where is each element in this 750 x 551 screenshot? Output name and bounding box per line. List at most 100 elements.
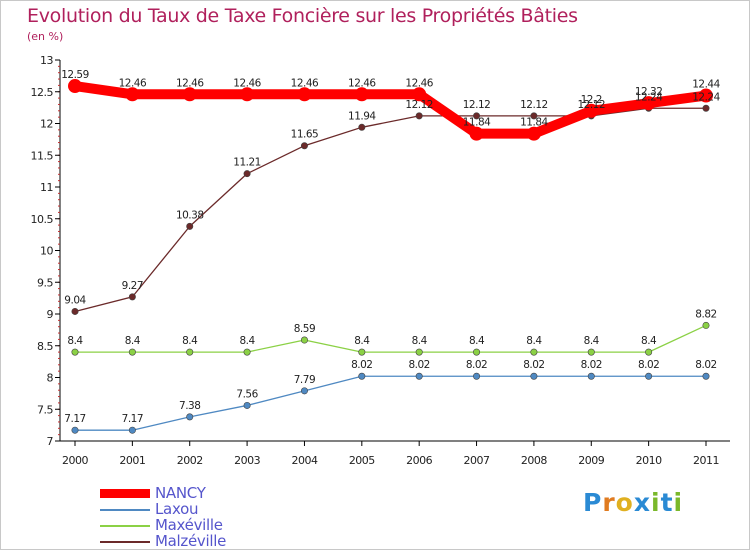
data-label: 8.02 <box>351 359 372 371</box>
series-line-maxéville <box>74 324 707 353</box>
legend-swatch-malzeville <box>100 541 150 543</box>
data-point <box>699 88 713 103</box>
data-point <box>702 372 710 380</box>
data-label: 12.32 <box>635 86 663 98</box>
data-point <box>358 372 366 380</box>
data-label: 12.46 <box>348 77 376 89</box>
data-label: 8.02 <box>466 359 487 371</box>
data-point <box>186 222 194 230</box>
legend-swatch-maxeville <box>100 525 150 527</box>
data-label: 8.4 <box>125 335 141 347</box>
data-label: 11.84 <box>520 117 548 129</box>
y-tick-label: 12.5 <box>31 86 54 99</box>
y-tick-label: 7.5 <box>37 403 53 416</box>
logo-letter: o <box>615 488 634 517</box>
data-point <box>300 387 308 395</box>
data-label: 8.02 <box>695 359 716 371</box>
data-label: 8.4 <box>182 335 198 347</box>
y-tick-label: 13 <box>40 54 53 67</box>
series-line-nancy <box>70 81 711 139</box>
y-tick-label: 10 <box>40 245 53 258</box>
y-tick-label: 7 <box>47 435 54 448</box>
data-label: 10.38 <box>176 209 204 221</box>
data-label: 12.24 <box>692 91 720 103</box>
data-label: 8.4 <box>67 335 83 347</box>
data-point <box>186 413 194 421</box>
data-point <box>641 96 656 111</box>
data-point <box>702 321 710 329</box>
logo-letter: x <box>633 488 651 517</box>
y-tick-label: 9 <box>47 308 54 321</box>
data-point <box>243 401 251 409</box>
data-point <box>584 103 599 118</box>
x-tick-label: 2009 <box>578 454 604 467</box>
data-point <box>587 372 595 380</box>
data-point <box>128 348 136 356</box>
data-point <box>300 142 308 150</box>
data-point <box>186 348 194 356</box>
data-label: 7.79 <box>294 374 315 386</box>
series-layer <box>68 79 713 434</box>
x-tick-label: 2001 <box>119 454 145 467</box>
x-tick-label: 2004 <box>291 454 317 467</box>
data-point <box>526 126 541 141</box>
data-point <box>128 293 136 301</box>
data-label: 7.56 <box>236 388 258 400</box>
x-tick-label: 2010 <box>636 454 662 467</box>
data-label: 11.21 <box>233 157 261 169</box>
data-point <box>702 104 710 112</box>
x-tick-label: 2003 <box>234 454 260 467</box>
data-label: 8.02 <box>638 359 659 371</box>
data-label: 8.4 <box>584 335 600 347</box>
data-point <box>645 372 653 380</box>
data-label: 12.12 <box>405 99 433 111</box>
data-label: 7.38 <box>179 400 200 412</box>
data-label: 11.94 <box>348 110 376 122</box>
data-point <box>243 170 251 178</box>
x-tick-label: 2000 <box>62 454 88 467</box>
data-labels: 12.59 12.46 12.46 12.46 12.46 12.46 12.46 11.84… <box>61 69 721 425</box>
data-label: 11.84 <box>463 117 491 129</box>
y-tick-label: 11 <box>40 181 53 194</box>
data-label: 8.4 <box>469 335 485 347</box>
x-tick-label: 2005 <box>349 454 375 467</box>
data-label: 8.4 <box>354 335 370 347</box>
data-label: 12.12 <box>520 99 548 111</box>
data-label: 12.44 <box>692 79 720 91</box>
data-label: 8.02 <box>523 359 544 371</box>
data-label: 12.12 <box>577 99 605 111</box>
y-tick-label: 9.5 <box>37 276 53 289</box>
data-label: 9.04 <box>64 294 86 306</box>
logo-letter: i <box>651 488 661 517</box>
y-tick-label: 11.5 <box>31 149 54 162</box>
data-point <box>587 348 595 356</box>
legend-label-maxeville: Maxéville <box>155 516 223 534</box>
data-point <box>354 87 369 102</box>
data-point <box>182 87 197 102</box>
unit-label: (en %) <box>27 30 64 43</box>
data-label: 8.02 <box>408 359 429 371</box>
data-label: 12.2 <box>581 94 602 106</box>
logo-letter: r <box>602 488 616 517</box>
data-point <box>71 348 79 356</box>
data-point <box>358 123 366 131</box>
legend-label-laxou: Laxou <box>155 500 199 518</box>
data-point <box>645 348 653 356</box>
chart-title: Evolution du Taux de Taxe Foncière sur l… <box>27 5 578 27</box>
data-label: 8.4 <box>526 335 542 347</box>
data-label: 8.4 <box>412 335 428 347</box>
x-tick-label: 2006 <box>406 454 432 467</box>
data-point <box>240 87 255 102</box>
data-label: 7.17 <box>64 413 85 425</box>
logo-letter: P <box>583 488 603 517</box>
data-point <box>473 372 481 380</box>
data-label: 12.46 <box>176 77 204 89</box>
x-tick-label: 2002 <box>177 454 203 467</box>
data-point <box>128 426 136 434</box>
data-label: 12.12 <box>463 99 491 111</box>
data-point <box>415 112 423 120</box>
data-label: 9.27 <box>122 280 143 292</box>
data-label: 12.46 <box>405 77 433 89</box>
y-tick-label: 8 <box>47 372 54 385</box>
